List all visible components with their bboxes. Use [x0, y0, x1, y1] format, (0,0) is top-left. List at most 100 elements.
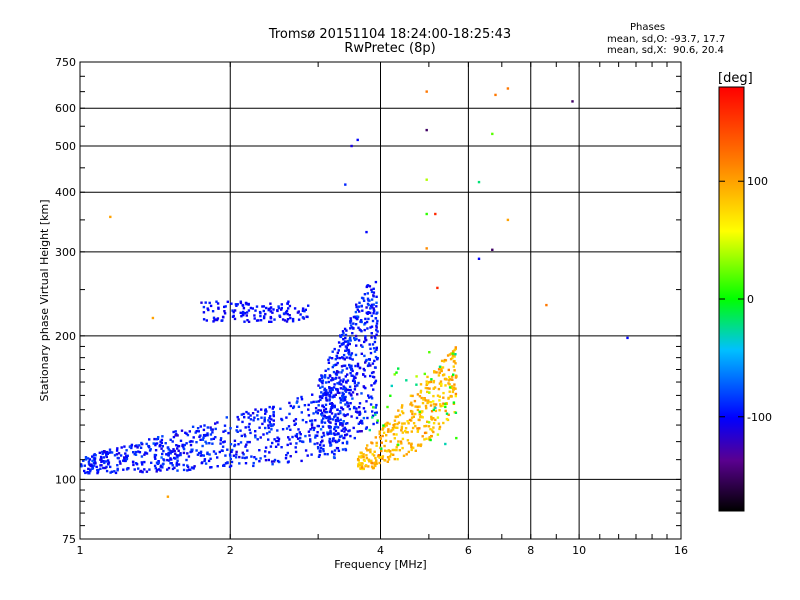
data-point — [429, 404, 433, 407]
data-point — [410, 419, 413, 422]
data-point — [361, 345, 364, 348]
data-point — [373, 309, 376, 312]
data-point — [329, 375, 332, 378]
data-point — [267, 426, 270, 430]
data-point — [236, 415, 239, 419]
data-point — [176, 447, 179, 450]
data-point — [338, 356, 342, 360]
data-point — [331, 365, 334, 369]
data-point — [182, 463, 185, 467]
data-point — [347, 348, 350, 352]
data-point — [186, 452, 189, 455]
data-point — [159, 440, 162, 443]
data-point — [201, 461, 204, 464]
data-point — [173, 466, 176, 469]
data-point — [171, 440, 174, 443]
data-point — [339, 435, 342, 438]
data-point — [261, 422, 264, 426]
data-point — [339, 334, 342, 337]
data-point — [317, 400, 320, 403]
data-point — [331, 450, 334, 453]
data-point — [330, 432, 333, 435]
data-point — [116, 467, 119, 471]
data-point — [394, 426, 398, 429]
data-point — [106, 452, 109, 455]
data-point — [284, 457, 288, 460]
data-point — [264, 408, 267, 411]
data-point — [357, 326, 360, 329]
data-point — [307, 403, 310, 407]
x-tick-label: 1 — [77, 544, 84, 557]
data-point — [376, 357, 379, 360]
data-point — [160, 447, 163, 450]
data-point — [106, 459, 110, 462]
data-point — [334, 422, 337, 426]
data-point — [433, 386, 437, 389]
data-point — [249, 431, 252, 435]
data-point — [331, 396, 334, 399]
data-point — [357, 339, 361, 342]
data-point — [418, 418, 421, 422]
data-point — [444, 402, 447, 406]
y-tick-label: 100 — [55, 473, 76, 486]
data-point — [395, 446, 398, 449]
data-point — [358, 410, 361, 414]
data-point — [356, 138, 359, 142]
data-point — [248, 422, 251, 426]
data-point — [325, 410, 329, 414]
y-tick-label: 500 — [55, 140, 76, 153]
data-point — [344, 447, 347, 451]
data-point — [342, 420, 345, 423]
data-point — [166, 458, 169, 462]
data-point — [397, 421, 401, 424]
data-point — [336, 426, 340, 429]
data-point — [406, 431, 409, 434]
data-point — [336, 447, 340, 450]
data-point — [372, 371, 375, 374]
data-point — [269, 445, 273, 448]
data-point — [365, 400, 368, 403]
data-point — [244, 435, 247, 438]
data-point — [225, 416, 228, 419]
data-point — [424, 404, 428, 408]
data-point — [169, 452, 172, 455]
data-point — [368, 343, 371, 346]
data-point — [377, 454, 380, 457]
data-point — [135, 463, 139, 466]
data-point — [242, 312, 245, 315]
data-point — [86, 457, 90, 460]
data-point — [329, 389, 332, 392]
data-point — [400, 406, 404, 409]
data-point — [419, 383, 423, 386]
data-point — [148, 449, 152, 452]
data-point — [245, 443, 248, 446]
data-point — [233, 309, 237, 312]
data-point — [412, 415, 415, 418]
data-point — [342, 353, 346, 357]
data-point — [334, 429, 338, 433]
data-point — [324, 416, 327, 419]
data-point — [350, 415, 353, 418]
data-point — [271, 463, 274, 466]
data-point — [325, 392, 328, 395]
data-point — [370, 384, 373, 387]
data-point — [380, 447, 383, 450]
data-point — [324, 369, 327, 372]
data-point — [365, 306, 368, 309]
data-point — [314, 407, 318, 410]
data-point — [132, 461, 135, 464]
data-point — [143, 453, 146, 456]
data-point — [454, 346, 457, 349]
data-point — [341, 395, 345, 399]
data-point — [285, 309, 289, 313]
data-point — [181, 444, 184, 448]
data-point — [369, 374, 372, 378]
data-point — [445, 412, 449, 415]
data-point — [345, 440, 349, 444]
data-point — [241, 420, 244, 424]
data-point — [312, 428, 315, 432]
data-point — [332, 370, 336, 374]
data-point — [423, 372, 426, 376]
data-point — [374, 381, 377, 384]
data-point — [362, 373, 365, 376]
